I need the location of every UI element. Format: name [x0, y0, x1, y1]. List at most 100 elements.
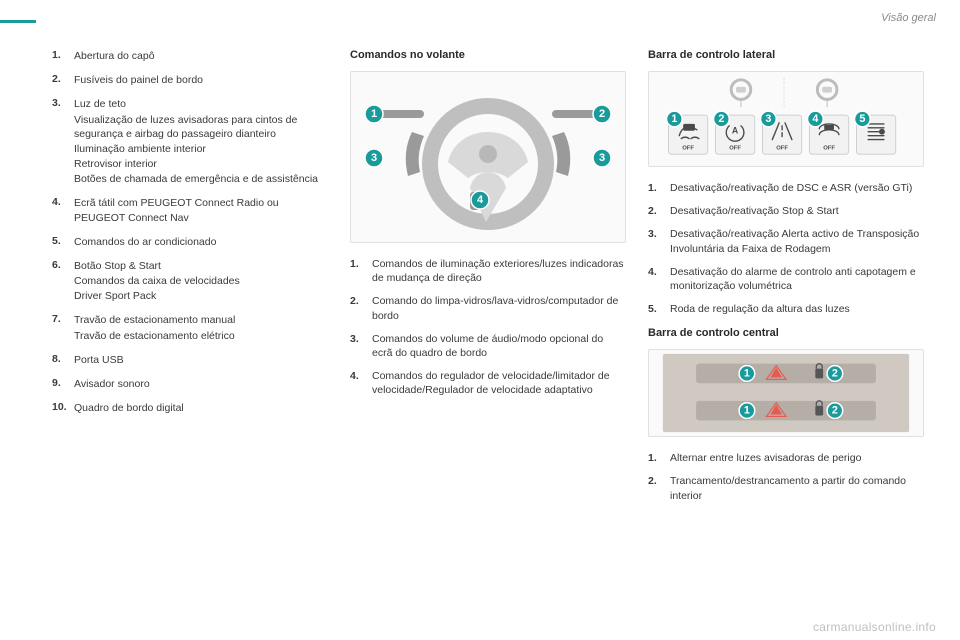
item-text: Desativação/reativação de DSC e ASR (ver…: [670, 181, 924, 195]
left-item: 6.Botão Stop & StartComandos da caixa de…: [52, 258, 328, 304]
item-text: Porta USB: [74, 352, 328, 367]
item-number: 1.: [52, 48, 74, 63]
steering-list: 1.Comandos de iluminação exteriores/luze…: [350, 257, 626, 397]
side-bar-item: 2.Desativação/reativação Stop & Start: [648, 204, 924, 218]
item-line: Travão de estacionamento manual: [74, 313, 328, 327]
badge-number: 2: [718, 113, 724, 125]
stop-start-off-button: A OFF 2: [714, 111, 755, 154]
badge-number: 2: [599, 108, 605, 120]
item-text: Comandos do regulador de velocidade/limi…: [372, 369, 626, 397]
left-item: 7.Travão de estacionamento manualTravão …: [52, 312, 328, 342]
left-column: 1.Abertura do capô2.Fusíveis do painel d…: [52, 48, 328, 612]
item-text: Desativação/reativação Stop & Start: [670, 204, 924, 218]
item-line: Botão Stop & Start: [74, 259, 328, 273]
steering-item: 4.Comandos do regulador de velocidade/li…: [350, 369, 626, 397]
steering-item: 3.Comandos do volume de áudio/modo opcio…: [350, 332, 626, 360]
item-text: Comandos do volume de áudio/modo opciona…: [372, 332, 626, 360]
off-label: OFF: [682, 145, 694, 151]
badge-number: 1: [671, 113, 677, 125]
badge-number: 4: [812, 113, 818, 125]
item-text: Fusíveis do painel de bordo: [74, 72, 328, 87]
item-line: Quadro de bordo digital: [74, 401, 328, 415]
item-number: 2.: [648, 204, 670, 218]
item-number: 2.: [350, 294, 372, 322]
left-stalk-icon: [378, 110, 424, 118]
badge-number: 5: [859, 113, 865, 125]
side-icon-row: OFF1AOFF2OFF3OFF45: [667, 111, 896, 154]
badge-number: 1: [744, 405, 750, 417]
item-line: Porta USB: [74, 353, 328, 367]
item-text: Avisador sonoro: [74, 376, 328, 391]
mini-wheel-right-icon: [817, 80, 837, 107]
left-item: 9.Avisador sonoro: [52, 376, 328, 391]
left-item: 5.Comandos do ar condicionado: [52, 234, 328, 249]
left-item: 2.Fusíveis do painel de bordo: [52, 72, 328, 87]
item-line: Iluminação ambiente interior: [74, 142, 328, 156]
badge-number: 2: [832, 368, 838, 380]
item-line: Abertura do capô: [74, 49, 328, 63]
item-number: 10.: [52, 400, 74, 415]
item-text: Quadro de bordo digital: [74, 400, 328, 415]
item-line: Travão de estacionamento elétrico: [74, 329, 328, 343]
svg-text:A: A: [732, 126, 739, 136]
item-line: Retrovisor interior: [74, 157, 328, 171]
left-paddle-icon: [406, 132, 424, 176]
side-bar-item: 3.Desativação/reativação Alerta activo d…: [648, 227, 924, 255]
left-item: 1.Abertura do capô: [52, 48, 328, 63]
badge-number: 1: [744, 368, 750, 380]
item-text: Desativação/reativação Alerta activo de …: [670, 227, 924, 255]
item-number: 3.: [648, 227, 670, 255]
item-line: Ecrã tátil com PEUGEOT Connect Radio ou …: [74, 196, 328, 224]
item-number: 5.: [52, 234, 74, 249]
accent-bar: [0, 20, 36, 23]
item-line: Fusíveis do painel de bordo: [74, 73, 328, 87]
rollover-off-button: OFF4: [808, 111, 849, 154]
item-text: Travão de estacionamento manual Travão de…: [74, 312, 328, 342]
item-text: Comando do limpa-vidros/lava-vidros/comp…: [372, 294, 626, 322]
item-number: 3.: [350, 332, 372, 360]
item-text: Comandos de iluminação exteriores/luzes …: [372, 257, 626, 285]
steering-title: Comandos no volante: [350, 48, 626, 63]
central-bar-item: 2.Trancamento/destrancamento a partir do…: [648, 474, 924, 502]
lock-icon-2: [815, 406, 823, 416]
item-text: Roda de regulação da altura das luzes: [670, 302, 924, 316]
item-text: Luz de tetoVisualização de luzes avisado…: [74, 96, 328, 186]
central-bar-list: 1.Alternar entre luzes avisadoras de per…: [648, 451, 924, 503]
steering-item: 2.Comando do limpa-vidros/lava-vidros/co…: [350, 294, 626, 322]
left-list: 1.Abertura do capô2.Fusíveis do painel d…: [52, 48, 328, 415]
badge-number: 3: [599, 152, 605, 164]
badge-number: 2: [832, 405, 838, 417]
item-text: Abertura do capô: [74, 48, 328, 63]
side-bar-item: 1.Desativação/reativação de DSC e ASR (v…: [648, 181, 924, 195]
item-text: Desativação do alarme de controlo anti c…: [670, 265, 924, 293]
badge-number: 3: [371, 152, 377, 164]
off-label: OFF: [729, 145, 741, 151]
left-item: 10.Quadro de bordo digital: [52, 400, 328, 415]
item-line: Comandos do ar condicionado: [74, 235, 328, 249]
item-text: Trancamento/destrancamento a partir do c…: [670, 474, 924, 502]
side-bar-item: 4.Desativação do alarme de controlo anti…: [648, 265, 924, 293]
item-number: 5.: [648, 302, 670, 316]
central-row-1: [696, 364, 876, 384]
side-bar-item: 5.Roda de regulação da altura das luzes: [648, 302, 924, 316]
item-number: 6.: [52, 258, 74, 304]
page-content: 1.Abertura do capô2.Fusíveis do painel d…: [52, 48, 924, 612]
central-bar-title: Barra de controlo central: [648, 326, 924, 341]
right-column: Barra de controlo lateral OFF1AOFF2OFF3O…: [648, 48, 924, 612]
left-item: 4.Ecrã tátil com PEUGEOT Connect Radio o…: [52, 195, 328, 224]
item-number: 4.: [350, 369, 372, 397]
steering-item: 1.Comandos de iluminação exteriores/luze…: [350, 257, 626, 285]
right-paddle-icon: [552, 132, 570, 176]
item-line: Avisador sonoro: [74, 377, 328, 391]
left-item: 8.Porta USB: [52, 352, 328, 367]
item-number: 3.: [52, 96, 74, 186]
lock-icon-1: [815, 369, 823, 379]
watermark: carmanualsonline.info: [813, 620, 936, 634]
central-bar-item: 1.Alternar entre luzes avisadoras de per…: [648, 451, 924, 465]
side-bar-figure: OFF1AOFF2OFF3OFF45: [648, 71, 924, 167]
dsc-off-button: OFF 1: [667, 111, 708, 154]
item-number: 2.: [52, 72, 74, 87]
section-header: Visão geral: [881, 12, 936, 24]
item-text: Alternar entre luzes avisadoras de perig…: [670, 451, 924, 465]
item-line: Luz de teto: [74, 97, 328, 111]
